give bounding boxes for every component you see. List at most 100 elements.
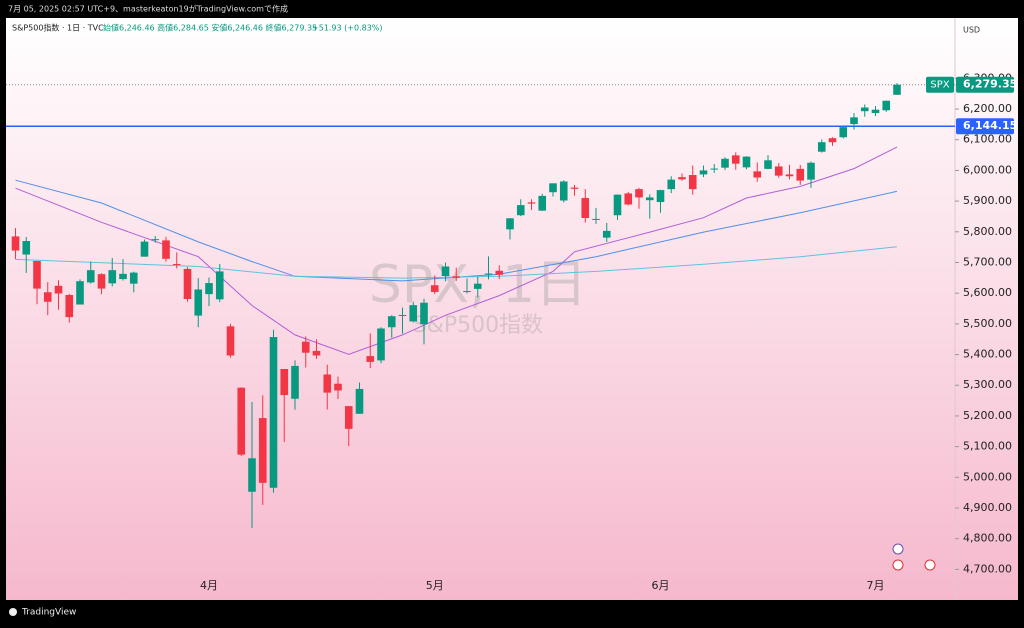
moving-average bbox=[15, 179, 898, 282]
candle-body bbox=[624, 193, 633, 205]
footer-brand: TradingView bbox=[21, 608, 76, 618]
candle-body bbox=[409, 305, 418, 322]
y-tick-label: 6,200.00 bbox=[963, 102, 1012, 115]
y-tick-label: 5,700.00 bbox=[963, 255, 1012, 268]
candle-body bbox=[398, 314, 407, 316]
candle-body bbox=[764, 160, 772, 169]
candle-body bbox=[882, 100, 891, 111]
candle-body bbox=[420, 302, 428, 325]
candle-body bbox=[742, 156, 751, 168]
candle-body bbox=[817, 142, 826, 152]
candle-body bbox=[613, 194, 622, 216]
candle-body bbox=[656, 190, 665, 203]
candle-body bbox=[377, 328, 385, 361]
candle-body bbox=[495, 270, 504, 275]
candle-body bbox=[441, 266, 450, 276]
candle-body bbox=[645, 197, 654, 201]
candle-body bbox=[796, 168, 805, 181]
candle-body bbox=[828, 138, 837, 143]
candle-body bbox=[570, 187, 579, 189]
y-tick-label: 5,000.00 bbox=[963, 470, 1012, 483]
candle-body bbox=[860, 107, 869, 112]
candle-body bbox=[22, 241, 31, 255]
x-tick-label: 5月 bbox=[426, 579, 444, 592]
candle-body bbox=[76, 281, 84, 305]
candle-body bbox=[151, 239, 160, 241]
candle-body bbox=[871, 109, 880, 114]
ohlc: 始値6,246.46 高値6,284.65 安値6,246.46 終値6,279… bbox=[103, 23, 317, 33]
candle-body bbox=[667, 179, 676, 190]
flag-icon[interactable] bbox=[892, 559, 904, 571]
candle-body bbox=[635, 189, 643, 198]
candle-body bbox=[312, 350, 321, 356]
candle-body bbox=[194, 289, 203, 316]
price-tag-bg bbox=[956, 118, 1014, 135]
moving-average bbox=[15, 146, 898, 355]
candle-body bbox=[86, 270, 95, 283]
candle-body bbox=[205, 283, 213, 295]
candle-body bbox=[162, 240, 170, 259]
event-icon[interactable] bbox=[892, 543, 904, 555]
candle-body bbox=[215, 271, 224, 300]
candle-body bbox=[527, 202, 536, 204]
candle-body bbox=[11, 236, 20, 251]
candle-body bbox=[559, 181, 568, 201]
candle-body bbox=[710, 168, 719, 170]
y-tick-label: 5,900.00 bbox=[963, 194, 1012, 207]
candle-body bbox=[54, 285, 63, 294]
candle-body bbox=[893, 84, 901, 95]
candle-body bbox=[108, 270, 117, 284]
symbol-tag: SPX bbox=[930, 80, 949, 91]
y-tick-label: 4,800.00 bbox=[963, 532, 1012, 545]
candle-body bbox=[506, 218, 514, 230]
x-tick-label: 7月 bbox=[867, 579, 885, 592]
candle-body bbox=[753, 171, 762, 178]
candle-body bbox=[785, 174, 794, 177]
candle-body bbox=[237, 387, 246, 455]
candle-body bbox=[140, 241, 149, 257]
symbol-line: S&P500指数 · 1日 · TVC bbox=[12, 23, 104, 33]
candle-body bbox=[119, 273, 127, 280]
price-tag-bg bbox=[956, 76, 1014, 93]
candle-body bbox=[452, 276, 461, 278]
candle-body bbox=[269, 337, 278, 488]
candle-body bbox=[33, 260, 41, 289]
change: +51.93 (+0.83%) bbox=[312, 24, 383, 33]
candle-body bbox=[344, 406, 353, 429]
candle-body bbox=[688, 175, 697, 190]
candle-body bbox=[97, 274, 106, 289]
candle-body bbox=[323, 374, 332, 393]
candle-body bbox=[581, 198, 590, 218]
candle-body bbox=[678, 177, 686, 180]
candle-body bbox=[65, 295, 74, 318]
candle-body bbox=[129, 272, 138, 284]
candle-body bbox=[226, 326, 235, 356]
candle-body bbox=[387, 316, 396, 328]
price-tag: 6,279.35 bbox=[963, 78, 1017, 91]
y-tick-label: 5,400.00 bbox=[963, 348, 1012, 361]
candle-body bbox=[248, 458, 256, 492]
candle-body bbox=[43, 292, 52, 302]
candle-body bbox=[731, 155, 740, 164]
candle-body bbox=[774, 166, 783, 176]
candle-body bbox=[430, 285, 439, 292]
watermark-sub: S&P500指数 bbox=[413, 313, 543, 338]
brand-logo bbox=[9, 608, 17, 616]
x-tick-label: 4月 bbox=[200, 579, 218, 592]
currency: USD bbox=[963, 26, 980, 35]
y-tick-label: 4,900.00 bbox=[963, 501, 1012, 514]
y-tick-label: 5,500.00 bbox=[963, 317, 1012, 330]
candle-body bbox=[280, 368, 289, 396]
candle-body bbox=[850, 117, 858, 125]
y-tick-label: 5,800.00 bbox=[963, 225, 1012, 238]
flag-icon[interactable] bbox=[924, 559, 936, 571]
candle-body bbox=[602, 230, 611, 238]
candle-body bbox=[334, 383, 342, 391]
chart-background bbox=[6, 18, 1018, 600]
created-note: 7月 05, 2025 02:57 UTC+9、masterkeaton19がT… bbox=[8, 4, 288, 14]
y-tick-label: 6,000.00 bbox=[963, 163, 1012, 176]
candle-body bbox=[721, 158, 729, 168]
candle-body bbox=[258, 418, 267, 483]
